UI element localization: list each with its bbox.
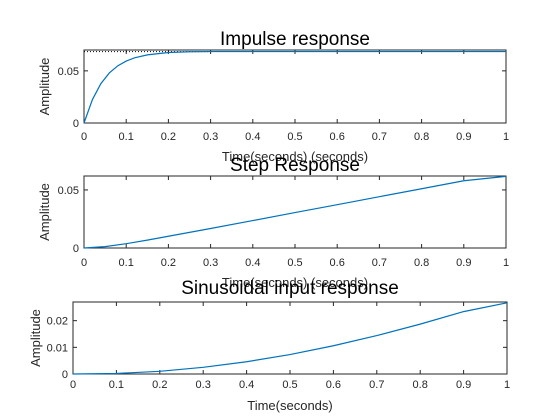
- x-tick-label: 0.2: [152, 379, 167, 391]
- x-tick-label: 0.2: [161, 257, 176, 269]
- x-tick-label: 0.8: [414, 257, 429, 269]
- y-tick-label: 0: [62, 369, 68, 381]
- x-tick-label: 0.6: [330, 131, 345, 143]
- series-line: [72, 302, 508, 375]
- x-tick-label: 0.3: [196, 379, 211, 391]
- x-tick-label: 0: [70, 379, 76, 391]
- subplot-step: Step Response Amplitude Time(seconds) (s…: [37, 155, 509, 290]
- x-tick-label: 0.6: [326, 379, 341, 391]
- x-axis-label: Time(seconds) (seconds): [222, 149, 368, 164]
- x-tick-label: 0.6: [330, 257, 345, 269]
- x-tick-label: 0.3: [203, 131, 218, 143]
- plot-frame-impulse: [83, 49, 507, 124]
- sinusoidal-marks: 0 0.1 0.2 0.3 0.4 0.5 0.6 0.7 0.8 0.9 1 0 0.01 0.02: [47, 302, 510, 391]
- x-tick-label: 0.8: [413, 379, 428, 391]
- x-tick-label: 0.3: [203, 257, 218, 269]
- series-line: [83, 50, 506, 124]
- x-tick-label: 0: [81, 131, 87, 143]
- y-tick-label: 0: [73, 118, 79, 130]
- y-tick-label: 0.05: [58, 185, 79, 197]
- y-tick-label: 0.05: [58, 66, 79, 78]
- x-tick-label: 0.1: [109, 379, 124, 391]
- y-tick-label: 0.02: [47, 316, 68, 328]
- y-axis-label: Amplitude: [37, 183, 52, 241]
- impulse-marks: 0 0.1 0.2 0.3 0.4 0.5 0.6 0.7 0.8 0.9 1 0 0.05: [58, 50, 509, 143]
- x-tick-label: 0.9: [456, 257, 471, 269]
- x-tick-label: 1: [504, 379, 510, 391]
- plot-frame-step: [83, 175, 507, 249]
- y-tick-label: 0.01: [47, 342, 68, 354]
- x-tick-label: 0.7: [372, 131, 387, 143]
- x-tick-label: 0.5: [287, 257, 302, 269]
- x-tick-label: 0.5: [287, 131, 302, 143]
- x-tick-label: 1: [503, 131, 509, 143]
- x-axis-label: Time(seconds) (seconds): [222, 275, 368, 290]
- x-tick-label: 0.4: [245, 131, 260, 143]
- y-tick-label: 0: [73, 243, 79, 255]
- x-tick-label: 0.4: [239, 379, 254, 391]
- chart-title: Impulse response: [220, 29, 370, 50]
- x-tick-label: 0.4: [245, 257, 260, 269]
- y-axis-label: Amplitude: [37, 58, 52, 116]
- x-tick-label: 0.2: [161, 131, 176, 143]
- subplot-sinusoidal: Sinusoidal input response Amplitude Time…: [28, 278, 510, 413]
- x-tick-label: 0.5: [282, 379, 297, 391]
- x-tick-label: 0.7: [372, 257, 387, 269]
- x-tick-label: 0.1: [119, 257, 134, 269]
- x-tick-label: 0.9: [456, 379, 471, 391]
- step-marks: 0 0.1 0.2 0.3 0.4 0.5 0.6 0.7 0.8 0.9 1 0 0.05: [58, 175, 509, 269]
- y-axis-label: Amplitude: [28, 309, 43, 367]
- x-tick-label: 0.8: [414, 131, 429, 143]
- x-tick-label: 0.1: [119, 131, 134, 143]
- subplot-impulse: Impulse response Amplitude Time(seconds)…: [37, 29, 509, 164]
- plot-frame-sinusoidal: [72, 301, 508, 375]
- x-tick-label: 0.7: [369, 379, 384, 391]
- x-tick-label: 1: [503, 257, 509, 269]
- x-tick-label: 0.9: [456, 131, 471, 143]
- chart-title: Step Response: [230, 155, 360, 176]
- x-axis-label: Time(seconds): [247, 398, 332, 413]
- x-tick-label: 0: [81, 257, 87, 269]
- series-line: [83, 175, 507, 249]
- chart-title: Sinusoidal input response: [181, 278, 399, 299]
